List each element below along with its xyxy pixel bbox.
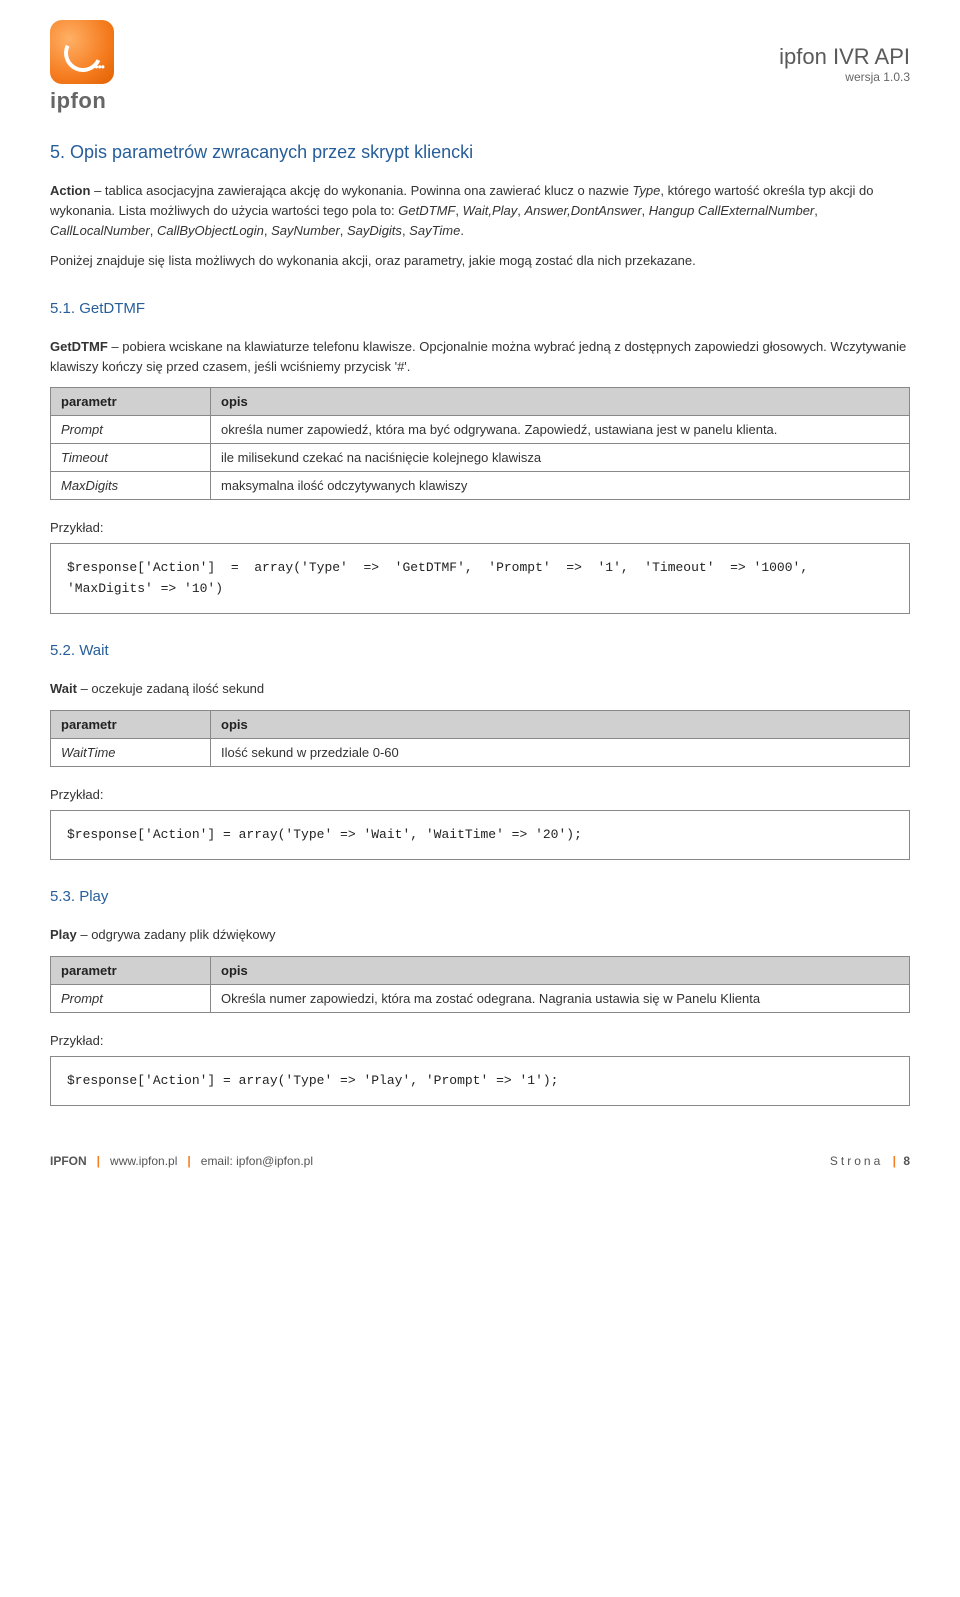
param-desc: maksymalna ilość odczytywanych klawiszy bbox=[211, 471, 910, 499]
section-5-1-desc: GetDTMF – pobiera wciskane na klawiaturz… bbox=[50, 337, 910, 377]
getdtmf-param-table: parametr opis Promptokreśla numer zapowi… bbox=[50, 387, 910, 500]
footer-sep-icon: | bbox=[97, 1154, 100, 1168]
footer-left: IPFON | www.ipfon.pl | email: ipfon@ipfo… bbox=[50, 1154, 313, 1168]
section-5-3-title: Play bbox=[79, 888, 108, 905]
section-5-intro: Action – tablica asocjacyjna zawierająca… bbox=[50, 181, 910, 241]
param-desc: określa numer zapowiedź, która ma być od… bbox=[211, 415, 910, 443]
table-header-row: parametr opis bbox=[51, 387, 910, 415]
page-footer: IPFON | www.ipfon.pl | email: ipfon@ipfo… bbox=[50, 1146, 910, 1168]
param-name: Prompt bbox=[51, 984, 211, 1012]
section-5-2-desc: Wait – oczekuje zadaną ilość sekund bbox=[50, 679, 910, 699]
table-row: Timeoutile milisekund czekać na naciśnię… bbox=[51, 443, 910, 471]
section-5-2-title: Wait bbox=[79, 642, 108, 659]
footer-page-num: 8 bbox=[903, 1154, 910, 1168]
table-header-row: parametr opis bbox=[51, 956, 910, 984]
section-5-3-desc: Play – odgrywa zadany plik dźwiękowy bbox=[50, 925, 910, 945]
doc-title-block: ipfon IVR API wersja 1.0.3 bbox=[779, 44, 910, 84]
col-parametr: parametr bbox=[51, 387, 211, 415]
param-desc: Określa numer zapowiedzi, która ma zosta… bbox=[211, 984, 910, 1012]
wait-table-body: WaitTimeIlość sekund w przedziale 0-60 bbox=[51, 738, 910, 766]
section-5-2-heading: 5.2. Wait bbox=[50, 642, 910, 659]
footer-right: Strona | 8 bbox=[830, 1154, 910, 1168]
logo-text: ipfon bbox=[50, 88, 106, 114]
section-5-3-number: 5.3. bbox=[50, 888, 75, 905]
wait-param-table: parametr opis WaitTimeIlość sekund w prz… bbox=[50, 710, 910, 767]
col-parametr: parametr bbox=[51, 956, 211, 984]
code-block-51: $response['Action'] = array('Type' => 'G… bbox=[50, 543, 910, 615]
param-name: Timeout bbox=[51, 443, 211, 471]
code-block-53: $response['Action'] = array('Type' => 'P… bbox=[50, 1056, 910, 1107]
footer-sep-icon: | bbox=[187, 1154, 190, 1168]
doc-title: ipfon IVR API bbox=[779, 44, 910, 70]
col-opis: opis bbox=[211, 710, 910, 738]
doc-version: wersja 1.0.3 bbox=[779, 70, 910, 84]
example-label-52: Przykład: bbox=[50, 787, 910, 802]
param-desc: ile milisekund czekać na naciśnięcie kol… bbox=[211, 443, 910, 471]
col-opis: opis bbox=[211, 956, 910, 984]
section-5-3-heading: 5.3. Play bbox=[50, 888, 910, 905]
logo-block: ipfon bbox=[50, 20, 114, 114]
footer-url: www.ipfon.pl bbox=[110, 1154, 177, 1168]
param-desc: Ilość sekund w przedziale 0-60 bbox=[211, 738, 910, 766]
table-row: PromptOkreśla numer zapowiedzi, która ma… bbox=[51, 984, 910, 1012]
col-opis: opis bbox=[211, 387, 910, 415]
section-5-intro2: Poniżej znajduje się lista możliwych do … bbox=[50, 251, 910, 271]
example-label-51: Przykład: bbox=[50, 520, 910, 535]
example-label-53: Przykład: bbox=[50, 1033, 910, 1048]
play-table-body: PromptOkreśla numer zapowiedzi, która ma… bbox=[51, 984, 910, 1012]
footer-page-sep-icon: | bbox=[893, 1154, 896, 1168]
table-row: Promptokreśla numer zapowiedź, która ma … bbox=[51, 415, 910, 443]
section-5-number: 5. bbox=[50, 142, 65, 162]
section-5-title: Opis parametrów zwracanych przez skrypt … bbox=[70, 142, 473, 162]
footer-email: email: ipfon@ipfon.pl bbox=[201, 1154, 313, 1168]
footer-brand: IPFON bbox=[50, 1154, 87, 1168]
table-row: MaxDigitsmaksymalna ilość odczytywanych … bbox=[51, 471, 910, 499]
col-parametr: parametr bbox=[51, 710, 211, 738]
section-5-heading: 5. Opis parametrów zwracanych przez skry… bbox=[50, 142, 910, 163]
param-name: Prompt bbox=[51, 415, 211, 443]
getdtmf-table-body: Promptokreśla numer zapowiedź, która ma … bbox=[51, 415, 910, 499]
page-header: ipfon ipfon IVR API wersja 1.0.3 bbox=[50, 20, 910, 114]
section-5-2-number: 5.2. bbox=[50, 642, 75, 659]
section-5-1-number: 5.1. bbox=[50, 300, 75, 317]
footer-page-word: Strona bbox=[830, 1154, 883, 1168]
section-5-1-heading: 5.1. GetDTMF bbox=[50, 300, 910, 317]
table-row: WaitTimeIlość sekund w przedziale 0-60 bbox=[51, 738, 910, 766]
ipfon-logo-icon bbox=[50, 20, 114, 84]
param-name: MaxDigits bbox=[51, 471, 211, 499]
code-block-52: $response['Action'] = array('Type' => 'W… bbox=[50, 810, 910, 861]
play-param-table: parametr opis PromptOkreśla numer zapowi… bbox=[50, 956, 910, 1013]
table-header-row: parametr opis bbox=[51, 710, 910, 738]
param-name: WaitTime bbox=[51, 738, 211, 766]
section-5-1-title: GetDTMF bbox=[79, 300, 145, 317]
